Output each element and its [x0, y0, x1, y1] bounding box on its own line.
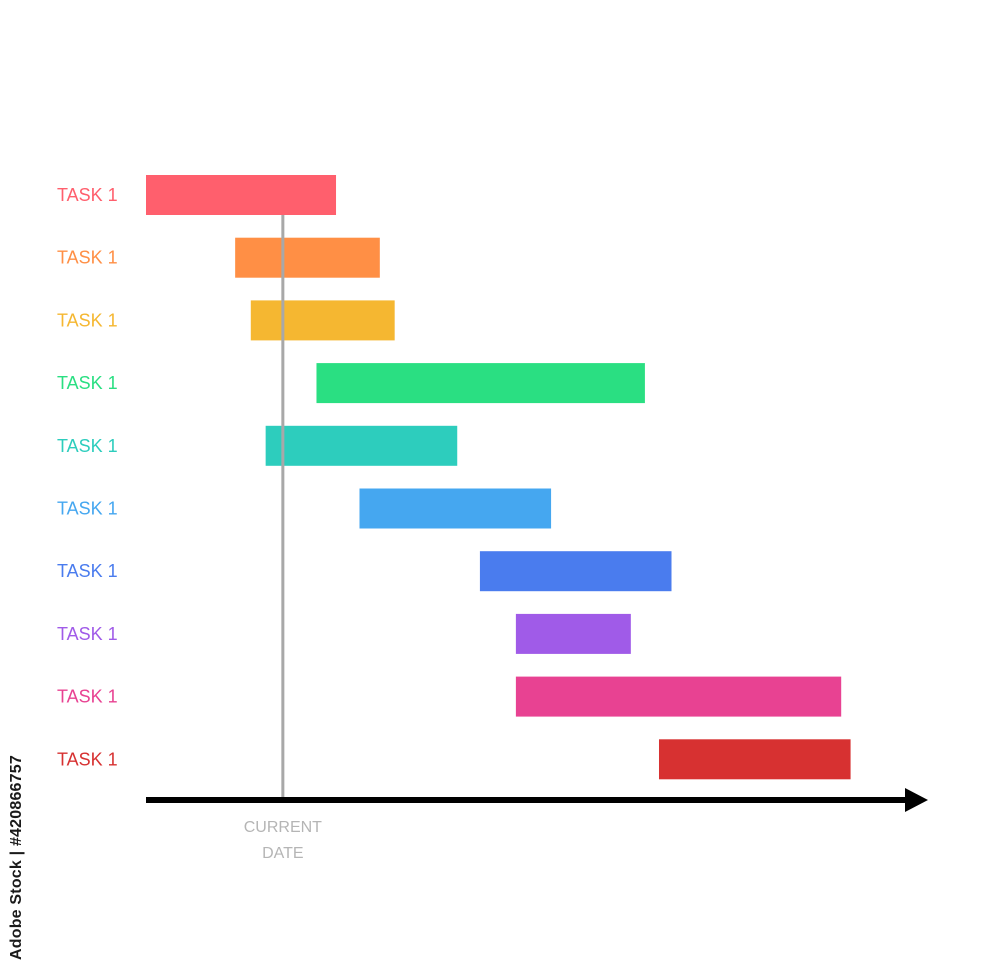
task-label: TASK 1 [57, 687, 118, 707]
task-label: TASK 1 [57, 624, 118, 644]
time-axis-arrowhead [905, 788, 928, 812]
task-label: TASK 1 [57, 373, 118, 393]
current-date-label-line2: DATE [262, 845, 303, 862]
task-bar [265, 425, 458, 466]
task-label: TASK 1 [57, 561, 118, 581]
current-date-label-line1: CURRENT [244, 819, 322, 836]
task-bar [479, 551, 672, 592]
task-bar [359, 488, 552, 529]
task-labels: TASK 1 TASK 1 TASK 1 TASK 1 TASK 1 TASK 1 TASK… [57, 185, 118, 769]
task-label: TASK 1 [57, 499, 118, 519]
task-bar [235, 237, 380, 278]
time-axis [146, 788, 928, 812]
task-bars [146, 175, 851, 780]
stock-id-watermark: Adobe Stock | #420866757 [8, 755, 25, 960]
task-bar [658, 739, 851, 780]
task-bar [146, 175, 337, 215]
task-bar [316, 363, 645, 404]
task-bar [515, 676, 842, 717]
task-bar [515, 613, 631, 654]
task-label: TASK 1 [57, 436, 118, 456]
task-label: TASK 1 [57, 310, 118, 330]
task-label: TASK 1 [57, 749, 118, 769]
task-bar [250, 300, 395, 341]
task-label: TASK 1 [57, 248, 118, 268]
task-label: TASK 1 [57, 185, 118, 205]
